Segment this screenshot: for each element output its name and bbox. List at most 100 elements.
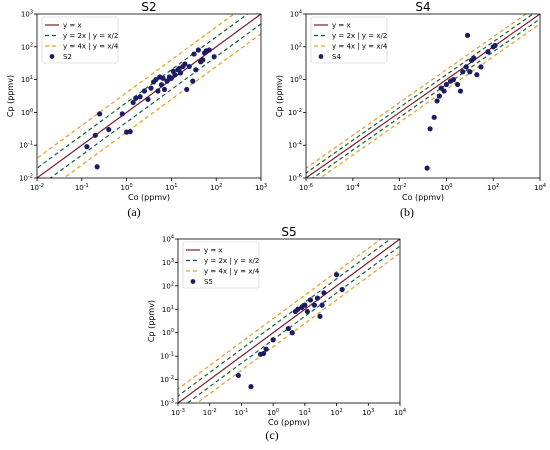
legend: y = x y = 2x | y = x/2 y = 4x | y = x/4 S5: [182, 241, 260, 289]
panel-s5: 10-3 10-2 10-1 100 101 102 103 104 10-3 10-2 10-1 1…: [147, 225, 406, 427]
data-point: [161, 86, 168, 93]
y-tick-label: 10-1: [19, 141, 33, 150]
data-point: [119, 111, 125, 117]
data-point: [168, 75, 174, 81]
y-tick-label: 102: [290, 42, 302, 51]
y-tick-label: 101: [162, 305, 174, 314]
line-y-4x: [306, 14, 527, 169]
legend-marker-points: [49, 54, 55, 59]
x-tick-label: 10-2: [30, 183, 44, 192]
caption-b: (b): [400, 205, 414, 219]
y-tick-label: 103: [162, 258, 174, 267]
data-point: [317, 313, 323, 319]
line-y-x: [178, 239, 400, 403]
chart-title: S4: [415, 0, 430, 14]
legend-label: y = 4x | y = x/4: [332, 43, 388, 51]
data-point: [127, 128, 133, 135]
x-tick-label: 101: [299, 408, 311, 417]
data-point: [314, 295, 321, 301]
plot-frame: [305, 13, 541, 179]
line-y-2x: [306, 14, 535, 174]
y-tick-label: 100: [162, 328, 174, 337]
data-point: [130, 99, 136, 106]
data-point: [235, 372, 241, 379]
x-tick-label: 104: [394, 408, 406, 417]
chart-title: S2: [141, 0, 156, 14]
data-point: [106, 126, 112, 133]
data-point: [307, 297, 314, 303]
x-axis-label: Co (ppmv): [128, 193, 170, 202]
data-point: [492, 42, 498, 49]
data-point: [431, 114, 437, 120]
data-point: [443, 81, 449, 88]
data-point: [464, 32, 471, 38]
legend-label: y = x: [204, 247, 223, 255]
data-point: [285, 325, 291, 332]
line-y-x-over-2: [311, 18, 540, 178]
y-tick-label: 10-6: [288, 174, 302, 183]
y-tick-label: 101: [21, 75, 33, 84]
line-y-x: [306, 14, 540, 178]
data-point: [92, 132, 98, 138]
y-tick-label: 10-4: [288, 141, 302, 150]
data-point: [206, 47, 212, 53]
data-point: [195, 47, 201, 53]
data-point: [441, 88, 447, 94]
data-point: [84, 144, 90, 150]
plot-frame: [177, 238, 401, 404]
caption-c: (c): [265, 428, 279, 442]
legend-label: y = x: [63, 22, 82, 30]
data-point: [295, 306, 301, 312]
data-point: [460, 69, 466, 75]
legend-box: [41, 16, 119, 64]
data-point: [454, 81, 461, 88]
y-tick-label: 104: [162, 235, 174, 244]
x-axis-label: Co (ppmv): [402, 193, 444, 202]
y-tick-label: 10-1: [160, 352, 174, 361]
x-tick-label: 102: [331, 408, 343, 417]
y-tick-label: 100: [290, 75, 302, 84]
x-tick-label: 100: [440, 183, 452, 192]
x-axis-label: Co (ppmv): [268, 418, 310, 427]
data-point: [457, 88, 464, 94]
x-tick-label: 103: [255, 183, 267, 192]
y-axis-label: Cp (ppmv): [275, 75, 284, 117]
y-tick-label: 10-3: [160, 399, 174, 408]
x-tick-label: 100: [267, 408, 279, 417]
x-tick-label: 10-6: [299, 183, 313, 192]
legend-label: y = 4x | y = x/4: [63, 43, 119, 51]
data-point: [172, 72, 178, 78]
legend-marker-points: [318, 54, 324, 59]
data-point: [311, 302, 318, 308]
data-point: [270, 337, 276, 343]
x-tick-label: 100: [121, 183, 133, 192]
x-tick-label: 102: [487, 183, 499, 192]
data-point: [145, 96, 151, 102]
legend-label: y = 2x | y = x/2: [204, 257, 259, 265]
legend-label: y = 2x | y = x/2: [63, 32, 118, 40]
x-tick-label: 10-1: [234, 408, 248, 417]
data-point: [191, 51, 197, 57]
data-point: [436, 93, 442, 99]
y-tick-label: 10-2: [160, 375, 174, 384]
y-tick-label: 103: [21, 10, 33, 19]
x-tick-label: 101: [165, 183, 177, 192]
data-point: [321, 290, 327, 296]
legend-label: y = 2x | y = x/2: [332, 32, 387, 40]
line-y-x: [37, 14, 261, 178]
data-point: [260, 350, 267, 357]
x-tick-label: 10-2: [393, 183, 407, 192]
plot-frame: [36, 13, 262, 179]
legend-label: S2: [63, 53, 72, 61]
legend: y = x y = 2x | y = x/2 y = 4x | y = x/4 S4: [310, 16, 388, 64]
data-point: [467, 69, 473, 75]
legend-label: S5: [204, 278, 213, 286]
y-axis-label: Cp (ppmv): [147, 300, 156, 342]
caption-a: (a): [127, 205, 141, 219]
data-points: [424, 32, 498, 171]
y-tick-label: 10-2: [19, 174, 33, 183]
data-point: [471, 55, 477, 61]
x-tick-label: 10-3: [171, 408, 185, 417]
data-point: [160, 75, 166, 81]
data-point: [94, 164, 100, 170]
